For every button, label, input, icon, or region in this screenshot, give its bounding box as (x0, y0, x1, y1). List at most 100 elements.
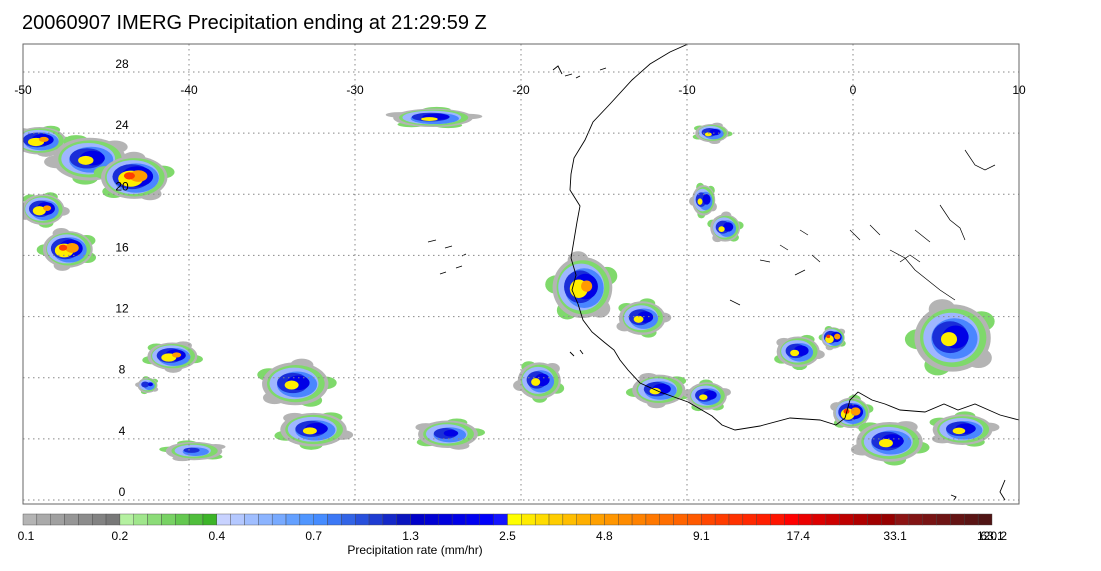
colorbar-swatch (216, 513, 231, 526)
lon-tick-label: -50 (14, 83, 32, 97)
precip-contour (709, 129, 721, 136)
precip-cell (274, 412, 354, 450)
precip-contour (171, 352, 182, 358)
colorbar-swatch (922, 513, 937, 526)
colorbar-swatch (133, 513, 148, 526)
colorbar-swatch (355, 513, 370, 526)
colorbar-swatch (811, 513, 827, 526)
colorbar-swatch (161, 513, 176, 526)
colorbar-swatch (313, 513, 328, 526)
precip-contour (834, 333, 841, 340)
lat-tick-label: 4 (119, 424, 126, 438)
colorbar-swatch (36, 513, 51, 526)
colorbar-swatch (950, 513, 965, 526)
colorbar-swatch (105, 513, 121, 526)
precip-contour (649, 387, 661, 395)
colorbar-swatch (438, 513, 453, 526)
colorbar-swatch (64, 513, 79, 526)
lat-tick-label: 8 (119, 363, 126, 377)
precip-contour (531, 378, 541, 386)
precip-cell (159, 440, 226, 462)
colorbar-swatch (299, 513, 314, 526)
colorbar-tick-label: 0.7 (305, 529, 322, 543)
precip-contour (284, 380, 299, 390)
lat-tick-label: 24 (115, 118, 129, 132)
precip-cell (929, 411, 1000, 447)
colorbar-swatch (396, 513, 411, 526)
precip-cell (415, 418, 486, 450)
colorbar-swatch (22, 513, 38, 526)
colorbar-swatch (521, 513, 536, 526)
precip-cell (142, 341, 203, 373)
map-frame (22, 43, 1020, 505)
precipitation-layer (23, 106, 1000, 466)
precip-cell (850, 421, 930, 466)
colorbar-swatch (936, 513, 951, 526)
precip-contour (65, 242, 79, 253)
longitude-labels: -50 -40 -30 -20 -10 0 10 (14, 83, 1026, 97)
precip-cell (692, 122, 733, 145)
lat-tick-label: 20 (115, 179, 129, 193)
lon-tick-label: -40 (180, 83, 198, 97)
precip-contour (443, 429, 459, 437)
lat-tick-label: 0 (119, 485, 126, 499)
colorbar-tick-label: 2.5 (499, 529, 516, 543)
colorbar-swatch (659, 513, 674, 526)
precip-contour (302, 427, 317, 435)
precip-contour (702, 194, 711, 205)
colorbar-swatch (175, 513, 190, 526)
colorbar-swatch (839, 513, 854, 526)
lat-tick-label: 28 (115, 57, 129, 71)
precip-cell (616, 298, 672, 338)
precip-cell (682, 379, 731, 412)
precip-cell (135, 376, 159, 395)
precip-cell (23, 192, 70, 228)
colorbar-tick-label: 4.8 (596, 529, 613, 543)
colorbar-swatch (341, 513, 356, 526)
colorbar-swatch (576, 513, 591, 526)
precip-contour (129, 170, 148, 182)
precip-contour (58, 244, 68, 251)
colorbar-swatch (548, 513, 564, 526)
precip-cell (818, 326, 846, 351)
colorbar-swatch (590, 513, 605, 526)
colorbar-label: Precipitation rate (mm/hr) (347, 543, 482, 557)
inland-rivers-niger (869, 149, 996, 301)
bijagos-islands (569, 349, 584, 357)
colorbar-swatch (119, 513, 134, 526)
lat-tick-label: 16 (115, 240, 129, 254)
colorbar-swatch (798, 513, 813, 526)
precip-cell (707, 211, 744, 243)
colorbar-swatch (451, 513, 467, 526)
colorbar-tick-label: 120.2 (977, 529, 1007, 543)
map-title: 20060907 IMERG Precipitation ending at 2… (22, 12, 487, 34)
colorbar-swatch (78, 513, 93, 526)
colorbar-swatch (92, 513, 107, 526)
colorbar-swatch (507, 513, 522, 526)
colorbar-swatch (977, 513, 993, 526)
colorbar-swatch (534, 513, 550, 526)
colorbar-swatch (465, 513, 481, 526)
precip-cell (513, 361, 565, 403)
precip-contour (148, 382, 153, 387)
inland-lakes (729, 229, 861, 306)
lon-tick-label: -30 (346, 83, 364, 97)
colorbar-tick-labels: 0.1 0.2 0.4 0.7 1.3 2.5 4.8 9.1 17.4 33.1 63.1120.… (18, 529, 1008, 543)
north-african-coast (552, 65, 563, 75)
colorbar-swatch (908, 513, 923, 526)
precip-contour (790, 349, 800, 357)
precip-contour (421, 117, 438, 121)
precip-contour (699, 394, 708, 401)
colorbar-swatch (327, 513, 342, 526)
colorbar-swatch (964, 513, 979, 526)
colorbar-tick-label: 0.4 (208, 529, 225, 543)
latitude-labels: 28 24 20 16 12 8 4 0 (115, 57, 129, 499)
precip-contour (43, 205, 52, 212)
precip-cell (904, 299, 995, 376)
precip-contour (141, 381, 150, 388)
precip-contour (718, 226, 725, 233)
colorbar-swatch (258, 513, 273, 526)
colorbar-tick-label: 1.3 (402, 529, 419, 543)
colorbar-swatch (825, 513, 840, 526)
